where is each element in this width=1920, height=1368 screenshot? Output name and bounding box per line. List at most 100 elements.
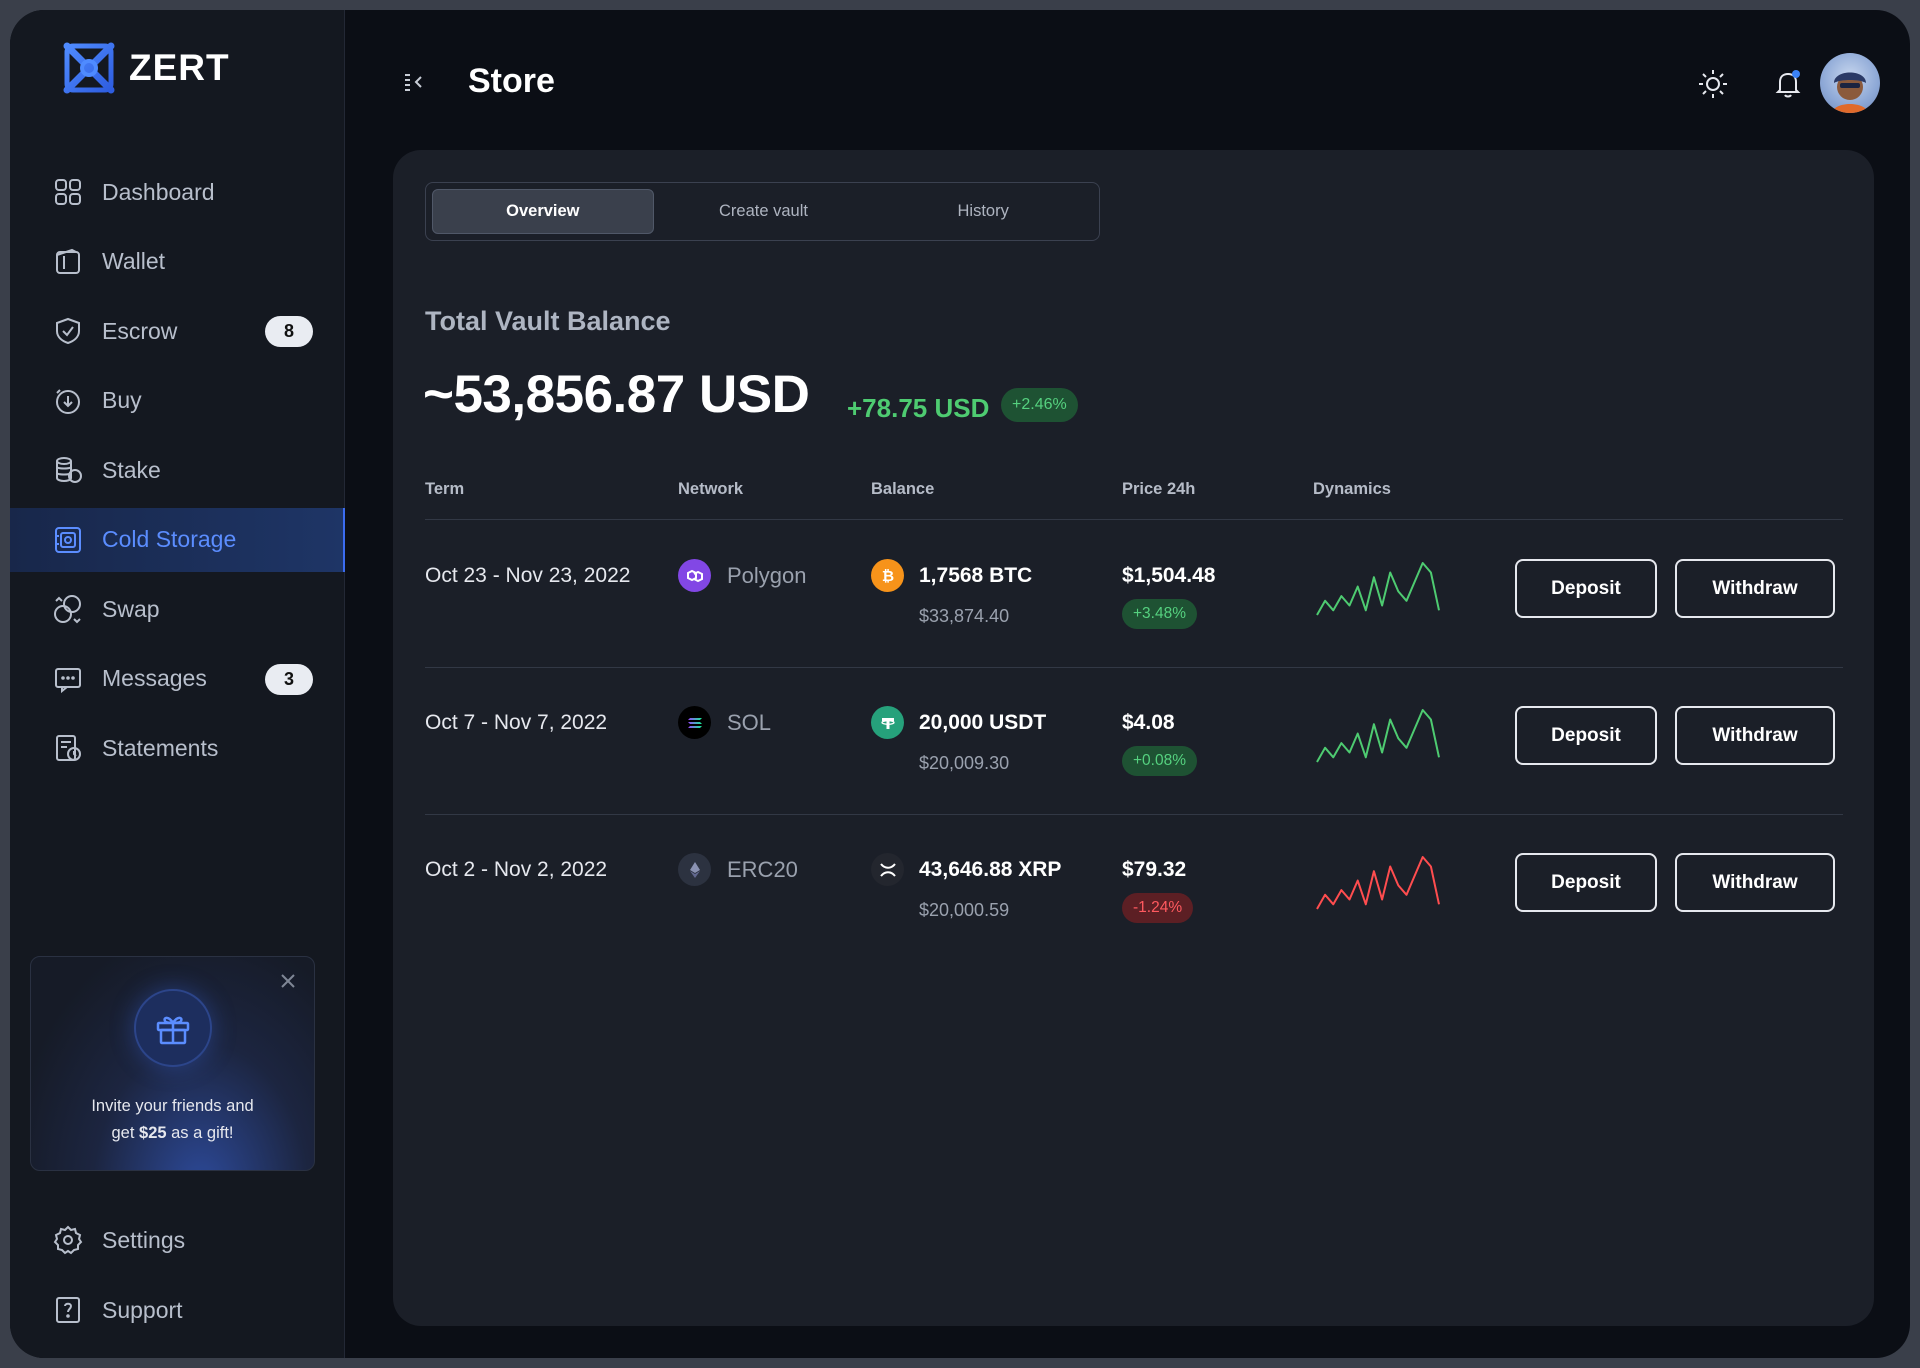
term-cell: Oct 7 - Nov 7, 2022 xyxy=(425,711,608,734)
sidebar: ZERT Dashboard Wallet Escrow 8 Buy xyxy=(10,10,345,1358)
cold-storage-panel: Overview Create vault History Total Vaul… xyxy=(393,150,1874,1326)
price-cell: $4.08 +0.08% xyxy=(1122,711,1198,776)
term-cell: Oct 23 - Nov 23, 2022 xyxy=(425,564,631,587)
promo-text: Invite your friends and get $25 as a gif… xyxy=(31,1093,314,1147)
balance-usd: $20,009.30 xyxy=(919,753,1010,773)
price-change-badge: -1.24% xyxy=(1122,893,1194,923)
polygon-icon xyxy=(678,559,711,592)
sidebar-nav: Dashboard Wallet Escrow 8 Buy Stake C xyxy=(10,160,345,786)
column-header-term: Term xyxy=(425,480,465,498)
promo-line-1: Invite your friends and xyxy=(91,1097,254,1115)
balance-amount: 20,000 USDT xyxy=(919,710,1047,734)
column-header-network: Network xyxy=(678,480,744,498)
sparkline-path xyxy=(1316,709,1440,763)
xrp-icon xyxy=(871,853,904,886)
table-row: Oct 23 - Nov 23, 2022 Polygon ₿ 1,7568 B… xyxy=(425,521,1843,668)
deposit-button[interactable]: Deposit xyxy=(1515,853,1657,912)
price-change-badge: +0.08% xyxy=(1122,746,1198,776)
sidebar-item-label: Settings xyxy=(102,1226,186,1253)
coins-stack-icon xyxy=(56,457,82,483)
sidebar-item-label: Messages xyxy=(102,665,207,691)
close-icon[interactable] xyxy=(278,971,298,991)
withdraw-button[interactable]: Withdraw xyxy=(1675,706,1835,765)
sidebar-item-dashboard[interactable]: Dashboard xyxy=(10,160,345,224)
tab-create-vault[interactable]: Create vault xyxy=(719,202,808,220)
table-header: Term Network Balance Price 24h Dynamics xyxy=(425,480,1843,520)
price-change-badge: +3.48% xyxy=(1122,599,1198,629)
escrow-count-badge: 8 xyxy=(265,316,313,347)
vault-balance-label: Total Vault Balance xyxy=(425,306,671,336)
theme-toggle-icon[interactable] xyxy=(1695,66,1731,102)
user-avatar[interactable] xyxy=(1820,53,1880,113)
sidebar-item-wallet[interactable]: Wallet xyxy=(10,230,345,294)
app-window: ZERT Dashboard Wallet Escrow 8 Buy xyxy=(10,10,1910,1358)
brand-logo[interactable]: ZERT xyxy=(63,42,230,94)
sidebar-item-label: Cold Storage xyxy=(102,526,237,552)
table-row: Oct 2 - Nov 2, 2022 ERC20 43,646.88 XRP … xyxy=(425,815,1843,962)
withdraw-button[interactable]: Withdraw xyxy=(1675,853,1835,912)
sidebar-item-swap[interactable]: Swap xyxy=(10,577,345,641)
sidebar-item-statements[interactable]: Statements xyxy=(10,716,345,780)
promo-amount: $25 xyxy=(139,1124,167,1142)
messages-count-badge: 3 xyxy=(265,663,313,695)
sidebar-item-label: Statements xyxy=(102,734,219,761)
balance-cell: ₿ 1,7568 BTC $33,874.40 xyxy=(871,559,1032,627)
price-value: $4.08 xyxy=(1122,711,1175,734)
sidebar-item-support[interactable]: Support xyxy=(10,1278,345,1342)
sidebar-item-settings[interactable]: Settings xyxy=(10,1208,345,1272)
solana-icon xyxy=(678,706,711,739)
sidebar-item-cold-storage[interactable]: Cold Storage xyxy=(10,507,345,572)
collapse-sidebar-icon[interactable] xyxy=(401,68,429,96)
sidebar-item-messages[interactable]: Messages 3 xyxy=(10,647,345,711)
network-cell: Polygon xyxy=(678,559,807,592)
sidebar-item-label: Stake xyxy=(102,456,161,483)
bitcoin-icon: ₿ xyxy=(871,559,904,592)
brand-name: ZERT xyxy=(129,47,230,88)
page-title: Store xyxy=(468,62,555,100)
sparkline-path xyxy=(1316,856,1440,910)
column-header-balance: Balance xyxy=(871,480,935,498)
term-cell: Oct 2 - Nov 2, 2022 xyxy=(425,858,608,881)
sidebar-item-label: Swap xyxy=(102,595,160,622)
promo-line-2-post: as a gift! xyxy=(166,1124,234,1142)
sidebar-item-escrow[interactable]: Escrow 8 xyxy=(10,299,345,363)
tab-history[interactable]: History xyxy=(957,202,1009,220)
sparkline-chart xyxy=(1316,709,1440,763)
vault-balance-change: +78.75 USD xyxy=(847,393,990,423)
vault-balance-total: ~53,856.87 USD xyxy=(423,365,810,424)
sidebar-bottom-nav: Settings Support xyxy=(10,1208,345,1348)
balance-usd: $20,000.59 xyxy=(919,900,1010,920)
sidebar-item-stake[interactable]: Stake xyxy=(10,438,345,502)
notification-bell-icon[interactable] xyxy=(1770,66,1806,102)
promo-line-2-pre: get xyxy=(111,1124,140,1142)
tab-overview[interactable]: Overview xyxy=(432,189,654,234)
balance-usd: $33,874.40 xyxy=(919,606,1010,626)
zert-logo-icon xyxy=(63,42,115,94)
network-name: ERC20 xyxy=(727,856,798,882)
sidebar-item-label: Escrow xyxy=(102,317,178,344)
top-header: Store xyxy=(345,10,1910,150)
balance-amount: 1,7568 BTC xyxy=(919,563,1033,587)
sparkline-path xyxy=(1316,562,1440,616)
gift-icon xyxy=(156,1016,190,1045)
withdraw-button[interactable]: Withdraw xyxy=(1675,559,1835,618)
sidebar-item-label: Wallet xyxy=(102,248,166,274)
shield-icon xyxy=(56,317,80,345)
sidebar-item-label: Support xyxy=(102,1296,183,1323)
gift-icon-wrapper xyxy=(134,989,212,1067)
coin-buy-icon xyxy=(56,388,80,414)
price-cell: $79.32 -1.24% xyxy=(1122,858,1194,923)
sidebar-item-buy[interactable]: Buy xyxy=(10,369,345,433)
sidebar-item-label: Dashboard xyxy=(102,178,215,205)
price-value: $79.32 xyxy=(1122,858,1187,881)
statement-icon xyxy=(56,735,81,761)
deposit-button[interactable]: Deposit xyxy=(1515,706,1657,765)
tether-icon xyxy=(871,706,904,739)
promo-line-2: get $25 as a gift! xyxy=(31,1120,314,1147)
message-icon xyxy=(55,667,81,693)
ethereum-icon xyxy=(678,853,711,886)
deposit-button[interactable]: Deposit xyxy=(1515,559,1657,618)
view-tabs: Overview Create vault History xyxy=(425,182,1100,241)
column-header-price: Price 24h xyxy=(1122,480,1196,498)
sidebar-item-label: Buy xyxy=(102,387,142,413)
